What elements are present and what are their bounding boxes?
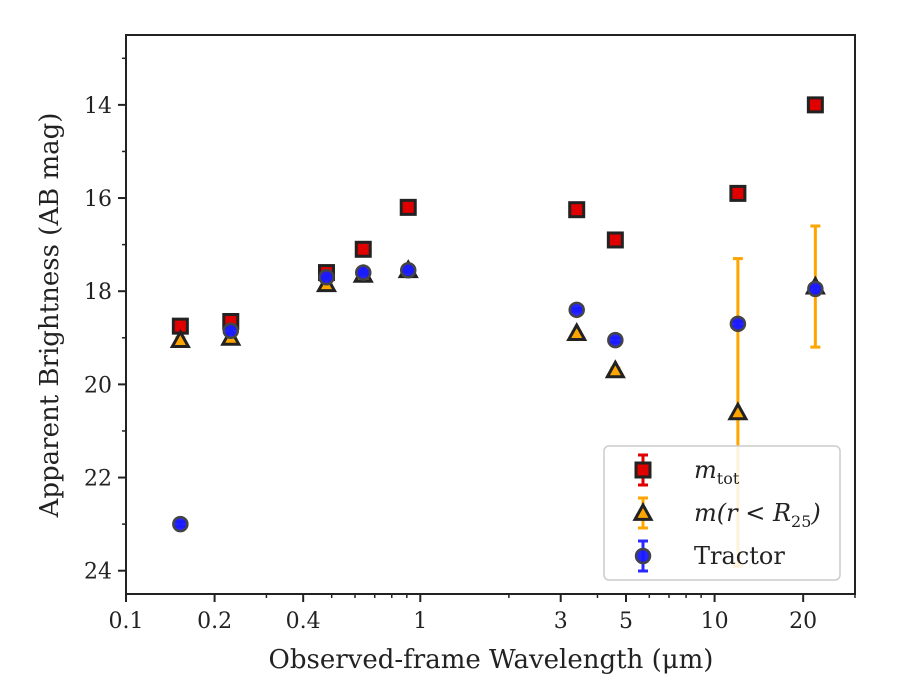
data-point-square [399,198,417,216]
legend-marker-triangle [632,501,654,521]
data-point-triangle [604,359,626,379]
legend-entry: m(r < R25) [632,496,821,531]
x-axis-label: Observed-frame Wavelength (μm) [269,645,714,675]
data-point-triangle [727,401,749,421]
x-tick-label: 3 [554,609,568,634]
y-tick-label: 16 [84,187,112,212]
data-point-circle [607,331,624,349]
x-tick-label: 1 [413,609,427,634]
data-point-circle [172,515,189,533]
legend-entry: mtot [634,453,740,488]
plot-frame [125,34,856,595]
legend-label: Tractor [694,542,785,570]
y-axis-label: Apparent Brightness (AB mag) [35,113,65,519]
x-tick-label: 5 [619,609,633,634]
data-point-circle [222,322,240,340]
data-point-square [354,240,372,258]
data-point-square [806,96,824,114]
y-tick-label: 22 [84,467,112,492]
legend-marker-square [634,461,652,479]
plot-area [169,96,826,568]
series-square [171,96,824,335]
legend: mtot m(r < R25) Tractor [603,445,841,581]
series-circle [172,261,824,533]
x-tick-label: 20 [789,609,817,634]
data-point-triangle [566,322,588,342]
y-tick-label: 24 [84,560,112,585]
legend-marker-circle [634,547,652,565]
data-point-circle [318,268,335,286]
data-point-square [729,184,747,202]
x-tick-label: 0.1 [109,609,144,634]
y-tick-label: 14 [84,94,112,119]
x-tick-label: 10 [701,609,729,634]
legend-label: m(r < R25) [694,499,821,531]
legend-entry: Tractor [634,539,785,573]
y-tick-label: 18 [84,280,112,305]
data-point-square [568,201,586,219]
axis-ticks: 14 16 18 20 22 24 0.1 0.2 0.4 1 3 5 10 20 [84,34,856,634]
data-point-circle [355,264,372,281]
y-tick-label: 20 [84,373,112,398]
x-tick-label: 0.4 [286,609,321,634]
x-tick-label: 0.2 [197,609,232,634]
legend-label: mtot [694,456,740,488]
data-point-circle [807,280,824,298]
data-point-circle [568,301,585,319]
data-point-square [606,231,624,249]
data-point-circle [399,261,417,279]
legend-box [603,445,841,581]
data-point-circle [729,315,747,333]
data-point-triangle [169,329,191,349]
